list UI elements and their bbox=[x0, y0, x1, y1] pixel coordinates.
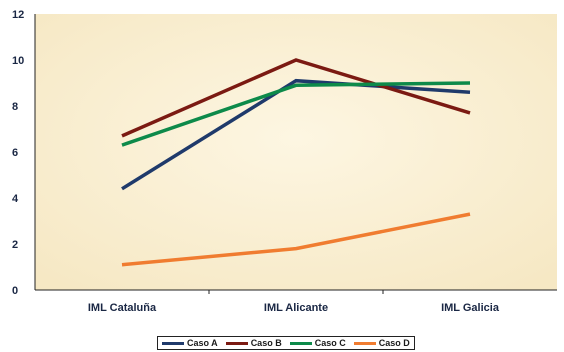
series-line-caso-b bbox=[121, 58, 471, 138]
legend-item: Caso B bbox=[225, 338, 282, 348]
legend-swatch bbox=[225, 341, 248, 345]
x-category-label: IML Galicia bbox=[441, 302, 500, 314]
legend-swatch bbox=[162, 341, 184, 345]
legend-swatch bbox=[289, 341, 312, 345]
legend-item: Caso C bbox=[289, 338, 346, 348]
x-category-label: IML Cataluña bbox=[88, 302, 157, 314]
series-line-caso-d bbox=[121, 212, 471, 267]
y-tick-label: 12 bbox=[12, 9, 24, 21]
y-tick-label: 6 bbox=[12, 147, 18, 159]
legend: Caso A Caso B Caso C Caso D bbox=[157, 336, 415, 350]
series-line-caso-a bbox=[121, 78, 471, 191]
legend-item: Caso A bbox=[162, 338, 218, 348]
legend-item: Caso D bbox=[353, 338, 410, 348]
y-tick-label: 10 bbox=[12, 55, 24, 67]
y-tick-label: 4 bbox=[12, 193, 19, 205]
y-tick-label: 2 bbox=[12, 239, 18, 251]
x-category-label: IML Alicante bbox=[264, 302, 328, 314]
legend-label: Caso D bbox=[378, 338, 410, 348]
y-tick-label: 8 bbox=[12, 101, 18, 113]
legend-label: Caso B bbox=[250, 338, 282, 348]
legend-label: Caso C bbox=[314, 338, 346, 348]
y-tick-label: 0 bbox=[12, 285, 18, 297]
legend-swatch bbox=[353, 341, 376, 345]
series-line-caso-c bbox=[121, 81, 471, 147]
legend-label: Caso A bbox=[187, 338, 218, 348]
